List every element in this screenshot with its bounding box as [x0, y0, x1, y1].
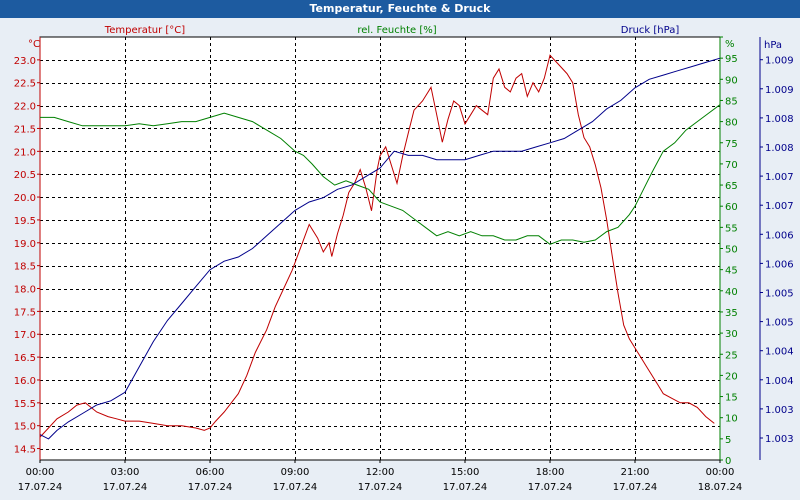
- hum-tick-label: 40: [725, 287, 738, 298]
- press-tick-label: 1.009: [765, 85, 794, 96]
- x-tick-time: 00:00: [26, 467, 55, 478]
- series-line-hum: [40, 104, 721, 245]
- press-axis-title: Druck [hPa]: [621, 25, 680, 36]
- temp-tick-label: 20.5: [14, 170, 36, 181]
- x-tick-date: 18.07.24: [698, 482, 743, 493]
- hum-tick-label: 0: [725, 456, 731, 467]
- hum-tick-label: 15: [725, 393, 738, 404]
- press-tick-label: 1.004: [765, 347, 794, 358]
- press-tick-label: 1.003: [765, 405, 794, 416]
- press-tick-label: 1.006: [765, 259, 794, 270]
- temp-tick-label: 18.5: [14, 262, 36, 273]
- hum-tick-label: 80: [725, 118, 738, 129]
- temp-tick-label: 16.0: [14, 376, 36, 387]
- press-tick-label: 1.005: [765, 318, 794, 329]
- x-tick-date: 17.07.24: [103, 482, 148, 493]
- hum-tick-label: 50: [725, 245, 738, 256]
- temp-tick-label: 15.0: [14, 422, 36, 433]
- press-tick-label: 1.007: [765, 172, 794, 183]
- x-tick-time: 12:00: [366, 467, 395, 478]
- hum-tick-label: 55: [725, 223, 738, 234]
- temp-tick-label: 18.0: [14, 285, 36, 296]
- temp-tick-label: 15.5: [14, 399, 36, 410]
- x-tick-date: 17.07.24: [188, 482, 233, 493]
- press-unit: hPa: [764, 40, 782, 51]
- hum-tick-label: 20: [725, 371, 738, 382]
- hum-tick-label: 85: [725, 96, 738, 107]
- press-tick-label: 1.007: [765, 201, 794, 212]
- series-line-temp: [39, 54, 715, 438]
- x-tick-time: 09:00: [281, 467, 310, 478]
- x-tick-date: 17.07.24: [273, 482, 318, 493]
- press-tick-label: 1.004: [765, 376, 794, 387]
- x-tick-time: 03:00: [111, 467, 140, 478]
- hum-tick-label: 10: [725, 414, 738, 425]
- window-title: Temperatur, Feuchte & Druck: [0, 0, 800, 18]
- temp-tick-label: 21.5: [14, 124, 36, 135]
- x-tick-date: 17.07.24: [613, 482, 658, 493]
- x-tick-date: 17.07.24: [528, 482, 573, 493]
- hum-tick-label: 90: [725, 75, 738, 86]
- x-tick-date: 17.07.24: [358, 482, 403, 493]
- hum-unit: %: [725, 39, 735, 50]
- hum-tick-label: 25: [725, 350, 738, 361]
- hum-tick-label: 35: [725, 308, 738, 319]
- temp-tick-label: 22.0: [14, 102, 36, 113]
- temp-tick-label: 19.5: [14, 216, 36, 227]
- temp-tick-label: 21.0: [14, 147, 36, 158]
- hum-tick-label: 70: [725, 160, 738, 171]
- temp-tick-label: 19.0: [14, 239, 36, 250]
- temp-tick-label: 17.0: [14, 330, 36, 341]
- x-tick-time: 06:00: [196, 467, 225, 478]
- chart-svg: 14.5 15.0 15.5 16.0 16.5 17.0 17.5 18.0 18.5 19.0…: [14, 25, 794, 493]
- temp-tick-label: 16.5: [14, 353, 36, 364]
- temp-tick-label: 17.5: [14, 307, 36, 318]
- temp-tick-label: 22.5: [14, 79, 36, 90]
- x-tick-date: 17.07.24: [18, 482, 63, 493]
- hum-tick-label: 5: [725, 435, 731, 446]
- x-tick-date: 17.07.24: [443, 482, 488, 493]
- press-tick-label: 1.008: [765, 143, 794, 154]
- press-tick-label: 1.005: [765, 289, 794, 300]
- x-tick-time: 18:00: [536, 467, 565, 478]
- hum-tick-label: 45: [725, 266, 738, 277]
- press-tick-label: 1.008: [765, 114, 794, 125]
- series-line-press: [39, 57, 721, 440]
- temp-unit: °C: [28, 39, 40, 50]
- temp-tick-label: 14.5: [14, 445, 36, 456]
- press-tick-label: 1.009: [765, 56, 794, 67]
- hum-tick-label: 65: [725, 181, 738, 192]
- press-tick-label: 1.003: [765, 434, 794, 445]
- press-tick-label: 1.006: [765, 230, 794, 241]
- x-tick-time: 15:00: [451, 467, 480, 478]
- hum-tick-label: 95: [725, 54, 738, 65]
- hum-tick-label: 30: [725, 329, 738, 340]
- temp-axis-title: Temperatur [°C]: [104, 25, 185, 36]
- temp-tick-label: 20.0: [14, 193, 36, 204]
- hum-tick-label: 75: [725, 139, 738, 150]
- x-tick-time: 21:00: [621, 467, 650, 478]
- temp-tick-label: 23.0: [14, 56, 36, 67]
- hum-tick-label: 60: [725, 202, 738, 213]
- x-tick-time: 00:00: [706, 467, 735, 478]
- hum-axis-title: rel. Feuchte [%]: [357, 25, 436, 36]
